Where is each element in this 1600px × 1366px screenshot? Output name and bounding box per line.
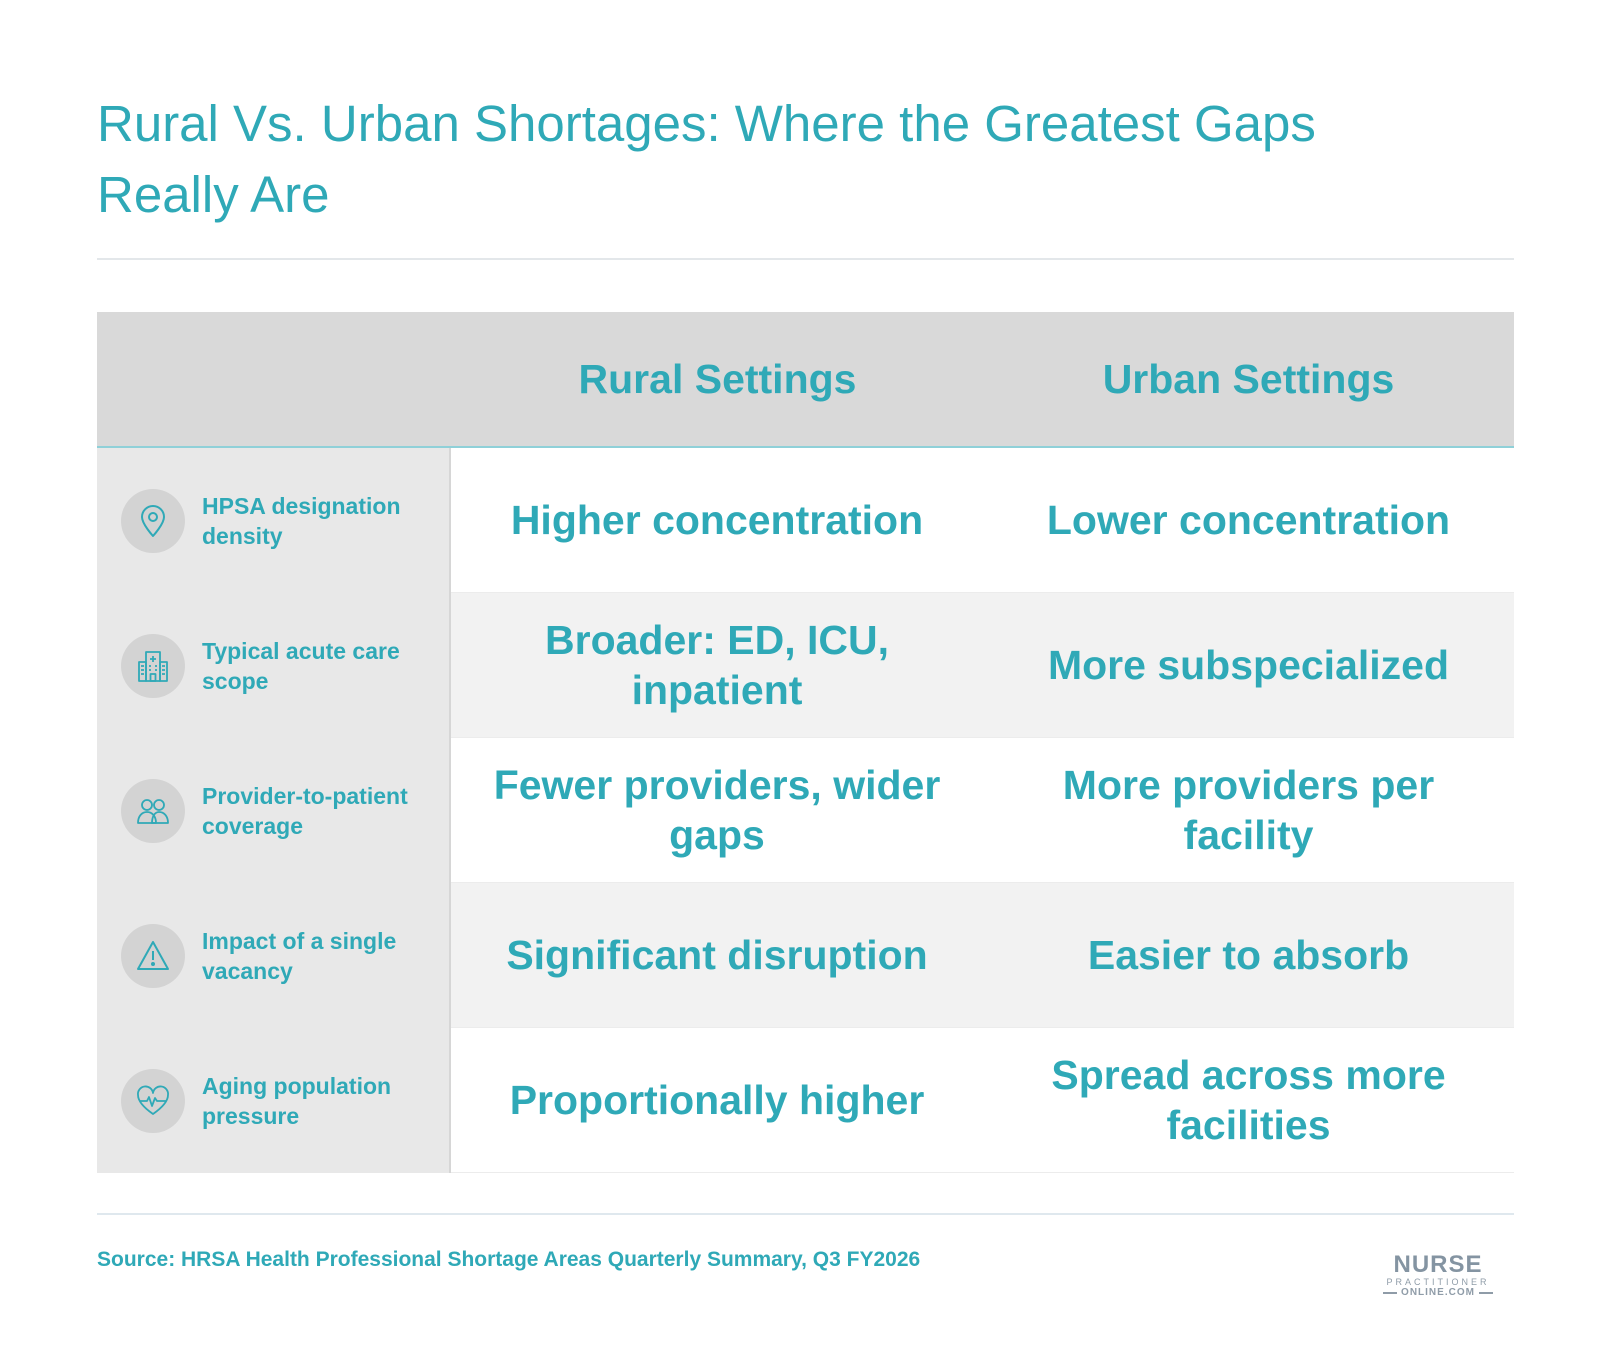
row-label: Typical acute care scope [202, 637, 400, 694]
urban-cell: Spread across more facilities [983, 1028, 1514, 1173]
heart-pulse-icon [121, 1068, 185, 1133]
logo-line-1: NURSE [1393, 1251, 1483, 1278]
row-header: Typical acute care scope [97, 593, 451, 738]
top-divider [97, 258, 1514, 260]
urban-cell: More providers per facility [983, 738, 1514, 883]
table-row: Provider-to-patient coverage Fewer provi… [97, 738, 1514, 883]
rural-cell: Higher concentration [451, 448, 983, 593]
brand-logo: NURSE PRACTITIONER ONLINE.COM [1383, 1253, 1493, 1299]
logo-line-2: PRACTITIONER [1386, 1277, 1490, 1287]
row-header: Aging population pressure [97, 1028, 451, 1173]
warning-icon [121, 923, 185, 988]
urban-cell: Lower concentration [983, 448, 1514, 593]
row-label: Impact of a single vacancy [202, 927, 397, 984]
table-header: Rural Settings Urban Settings [97, 312, 1514, 448]
column-header-urban: Urban Settings [1102, 355, 1395, 402]
source-note: Source: HRSA Health Professional Shortag… [97, 1248, 921, 1271]
row-label: HPSA designation density [202, 492, 401, 549]
page-title: Rural Vs. Urban Shortages: Where the Gre… [97, 95, 1316, 223]
hospital-icon [121, 633, 185, 698]
comparison-table: Rural Settings Urban Settings HPSA desig… [97, 312, 1514, 1173]
people-icon [121, 778, 185, 843]
row-label: Provider-to-patient coverage [202, 782, 408, 839]
logo-dash [1478, 1292, 1493, 1294]
map-pin-icon [121, 488, 185, 553]
table-row: Typical acute care scope Broader: ED, IC… [97, 593, 1514, 738]
urban-cell: More subspecialized [983, 593, 1514, 738]
row-header: Impact of a single vacancy [97, 883, 451, 1028]
table-row: HPSA designation density Higher concentr… [97, 448, 1514, 593]
bottom-divider [97, 1213, 1514, 1215]
table-row: Aging population pressure Proportionally… [97, 1028, 1514, 1173]
rural-cell: Proportionally higher [451, 1028, 983, 1173]
logo-line-3: ONLINE.COM [1383, 1287, 1493, 1299]
column-header-rural: Rural Settings [578, 355, 857, 402]
rural-cell: Fewer providers, wider gaps [451, 738, 983, 883]
row-header: Provider-to-patient coverage [97, 738, 451, 883]
row-label: Aging population pressure [202, 1072, 392, 1129]
rural-cell: Broader: ED, ICU, inpatient [451, 593, 983, 738]
table-row: Impact of a single vacancy Significant d… [97, 883, 1514, 1028]
logo-line-3-text: ONLINE.COM [1401, 1287, 1475, 1298]
header-corner [97, 312, 452, 446]
urban-cell: Easier to absorb [983, 883, 1514, 1028]
logo-dash [1383, 1292, 1398, 1294]
row-header: HPSA designation density [97, 448, 451, 593]
rural-cell: Significant disruption [451, 883, 983, 1028]
